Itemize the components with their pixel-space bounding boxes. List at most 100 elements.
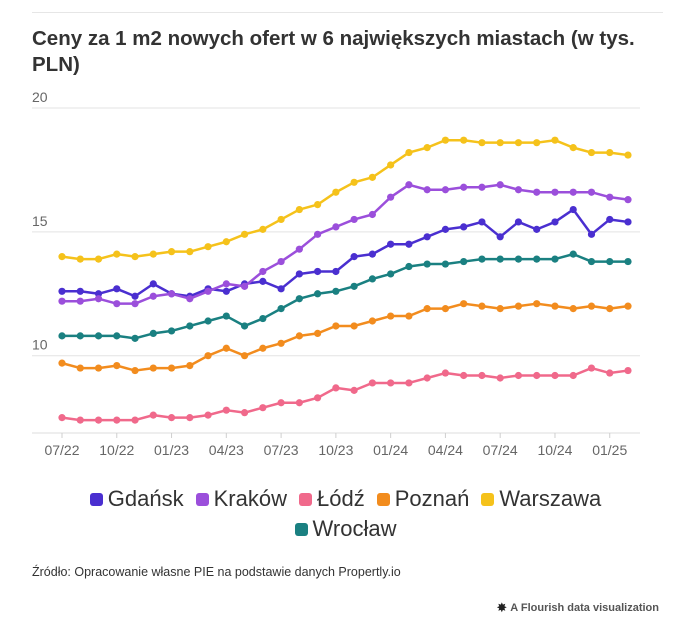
data-point[interactable] bbox=[423, 305, 431, 313]
data-point[interactable] bbox=[496, 374, 504, 382]
data-point[interactable] bbox=[314, 290, 322, 298]
data-point[interactable] bbox=[587, 257, 596, 266]
data-point[interactable] bbox=[167, 327, 176, 335]
data-point[interactable] bbox=[496, 233, 504, 241]
data-point[interactable] bbox=[478, 255, 486, 263]
data-point[interactable] bbox=[460, 183, 468, 191]
data-point[interactable] bbox=[350, 322, 358, 330]
data-point[interactable] bbox=[533, 300, 541, 308]
data-point[interactable] bbox=[204, 287, 212, 295]
data-point[interactable] bbox=[405, 379, 413, 387]
data-point[interactable] bbox=[186, 414, 194, 422]
data-point[interactable] bbox=[167, 364, 176, 372]
data-point[interactable] bbox=[76, 416, 84, 424]
data-point[interactable] bbox=[76, 364, 84, 372]
data-point[interactable] bbox=[478, 139, 486, 147]
data-point[interactable] bbox=[167, 414, 176, 422]
data-point[interactable] bbox=[76, 297, 84, 305]
data-point[interactable] bbox=[514, 218, 523, 226]
data-point[interactable] bbox=[460, 257, 468, 266]
data-point[interactable] bbox=[405, 312, 413, 320]
data-point[interactable] bbox=[533, 188, 541, 196]
data-point[interactable] bbox=[551, 218, 559, 226]
data-point[interactable] bbox=[405, 181, 413, 189]
data-point[interactable] bbox=[606, 148, 614, 157]
data-point[interactable] bbox=[149, 364, 157, 372]
data-point[interactable] bbox=[551, 371, 559, 380]
data-point[interactable] bbox=[222, 344, 230, 352]
data-point[interactable] bbox=[149, 292, 157, 300]
data-point[interactable] bbox=[222, 287, 230, 295]
data-point[interactable] bbox=[204, 317, 212, 325]
data-point[interactable] bbox=[113, 416, 121, 424]
data-point[interactable] bbox=[240, 352, 249, 360]
data-point[interactable] bbox=[58, 359, 66, 367]
data-point[interactable] bbox=[277, 305, 285, 313]
data-point[interactable] bbox=[240, 230, 249, 238]
data-point[interactable] bbox=[624, 196, 632, 204]
data-point[interactable] bbox=[149, 280, 157, 288]
data-point[interactable] bbox=[240, 409, 249, 417]
data-point[interactable] bbox=[569, 250, 577, 258]
data-point[interactable] bbox=[277, 285, 285, 293]
data-point[interactable] bbox=[222, 312, 230, 320]
data-point[interactable] bbox=[314, 230, 322, 238]
data-point[interactable] bbox=[423, 144, 431, 152]
legend-item-2[interactable]: Łódź bbox=[298, 484, 365, 514]
data-point[interactable] bbox=[94, 290, 103, 298]
data-point[interactable] bbox=[441, 305, 450, 313]
data-point[interactable] bbox=[277, 399, 285, 407]
data-point[interactable] bbox=[496, 255, 504, 263]
data-point[interactable] bbox=[58, 297, 66, 305]
data-point[interactable] bbox=[113, 332, 121, 340]
data-point[interactable] bbox=[405, 148, 413, 157]
data-point[interactable] bbox=[624, 218, 632, 226]
data-point[interactable] bbox=[514, 186, 523, 194]
data-point[interactable] bbox=[94, 332, 103, 340]
data-point[interactable] bbox=[569, 205, 577, 214]
data-point[interactable] bbox=[350, 253, 358, 261]
data-point[interactable] bbox=[314, 267, 322, 276]
data-point[interactable] bbox=[240, 282, 249, 290]
data-point[interactable] bbox=[423, 186, 431, 194]
data-point[interactable] bbox=[606, 257, 614, 266]
data-point[interactable] bbox=[277, 215, 285, 224]
data-point[interactable] bbox=[533, 371, 541, 380]
data-point[interactable] bbox=[186, 322, 194, 330]
data-point[interactable] bbox=[113, 285, 121, 293]
data-point[interactable] bbox=[332, 188, 340, 196]
data-point[interactable] bbox=[295, 399, 303, 407]
data-point[interactable] bbox=[533, 225, 541, 233]
data-point[interactable] bbox=[277, 257, 285, 266]
data-point[interactable] bbox=[423, 260, 431, 268]
data-point[interactable] bbox=[569, 144, 577, 152]
data-point[interactable] bbox=[350, 215, 358, 224]
data-point[interactable] bbox=[259, 314, 267, 323]
data-point[interactable] bbox=[423, 233, 431, 241]
data-point[interactable] bbox=[533, 255, 541, 263]
data-point[interactable] bbox=[167, 248, 176, 256]
legend-item-0[interactable]: Gdańsk bbox=[89, 484, 184, 514]
data-point[interactable] bbox=[277, 339, 285, 347]
data-point[interactable] bbox=[405, 240, 413, 248]
data-point[interactable] bbox=[204, 411, 212, 419]
data-point[interactable] bbox=[551, 255, 559, 263]
data-point[interactable] bbox=[314, 394, 322, 402]
data-point[interactable] bbox=[58, 414, 66, 422]
data-point[interactable] bbox=[587, 148, 596, 157]
data-point[interactable] bbox=[460, 300, 468, 308]
data-point[interactable] bbox=[58, 332, 66, 340]
legend-item-5[interactable]: Wrocław bbox=[294, 514, 396, 544]
data-point[interactable] bbox=[131, 300, 139, 308]
flourish-attribution[interactable]: ✸ A Flourish data visualization bbox=[496, 600, 659, 616]
data-point[interactable] bbox=[350, 178, 358, 186]
data-point[interactable] bbox=[441, 186, 450, 194]
data-point[interactable] bbox=[332, 322, 340, 330]
data-point[interactable] bbox=[58, 287, 66, 295]
data-point[interactable] bbox=[94, 416, 103, 424]
data-point[interactable] bbox=[478, 371, 486, 380]
data-point[interactable] bbox=[149, 329, 157, 337]
data-point[interactable] bbox=[368, 317, 376, 325]
data-point[interactable] bbox=[58, 253, 66, 261]
data-point[interactable] bbox=[460, 371, 468, 380]
